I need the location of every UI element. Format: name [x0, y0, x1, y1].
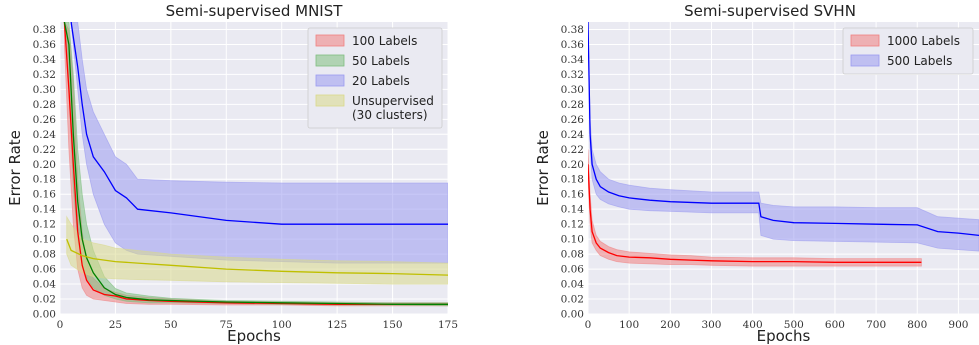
chart-title: Semi-supervised MNIST [166, 2, 344, 20]
legend-label: (30 clusters) [352, 108, 428, 122]
y-tick-label: 0.08 [33, 249, 56, 261]
y-tick-label: 0.18 [561, 174, 584, 186]
x-tick-label: 300 [701, 319, 721, 331]
legend-label: 500 Labels [887, 54, 952, 68]
y-tick-label: 0.20 [561, 159, 584, 171]
legend-swatch [315, 74, 345, 87]
y-tick-label: 0.26 [33, 114, 57, 126]
y-tick-label: 0.30 [33, 84, 56, 96]
y-tick-label: 0.28 [33, 99, 56, 111]
legend-label: 1000 Labels [887, 34, 960, 48]
legend: 100 Labels 50 Labels 20 Labels Unsupervised… [307, 27, 443, 129]
legend-swatch [850, 34, 880, 47]
series-line [588, 164, 922, 263]
y-tick-label: 0.34 [561, 54, 585, 66]
plot-area [63, 22, 448, 307]
series-band [70, 22, 448, 264]
legend-label: Unsupervised [352, 94, 434, 108]
legend-label: 20 Labels [352, 74, 410, 88]
legend-swatch [315, 34, 345, 47]
y-tick-label: 0.02 [561, 294, 584, 306]
y-tick-label: 0.34 [33, 54, 57, 66]
x-tick-label: 25 [109, 319, 122, 331]
chart-panel-1: 0 25 50 75 100 125 150 175 0.00 0.02 0.04 0.06 0.08 0… [6, 2, 458, 345]
x-axis-label: Epochs [757, 327, 811, 345]
series-band [588, 149, 922, 267]
y-tick-label: 0.06 [561, 264, 585, 276]
y-tick-label: 0.12 [33, 219, 56, 231]
x-tick-label: 50 [164, 319, 177, 331]
x-tick-label: 500 [784, 319, 804, 331]
legend-label: 100 Labels [352, 34, 417, 48]
x-axis-label: Epochs [227, 327, 281, 345]
y-tick-label: 0.32 [561, 69, 584, 81]
y-tick-label: 0.32 [33, 69, 56, 81]
chart-title: Semi-supervised SVHN [684, 2, 856, 20]
y-tick-label: 0.22 [33, 144, 56, 156]
y-tick-label: 0.14 [561, 204, 585, 216]
series-line [66, 238, 448, 276]
y-tick-label: 0.00 [561, 309, 584, 321]
y-tick-label: 0.10 [561, 234, 584, 246]
y-tick-label: 0.12 [561, 219, 584, 231]
x-tick-label: 100 [272, 319, 292, 331]
x-tick-label: 0 [57, 319, 64, 331]
y-tick-label: 0.38 [33, 24, 56, 36]
y-tick-label: 0.02 [33, 294, 56, 306]
y-tick-label: 0.14 [33, 204, 57, 216]
x-tick-label: 150 [383, 319, 403, 331]
y-tick-label: 0.10 [33, 234, 56, 246]
x-tick-label: 0 [585, 319, 592, 331]
x-tick-label: 125 [327, 319, 347, 331]
y-tick-label: 0.16 [33, 189, 57, 201]
y-tick-label: 0.06 [33, 264, 57, 276]
y-tick-label: 0.24 [561, 129, 585, 141]
series-line [70, 22, 448, 225]
y-tick-label: 0.04 [33, 279, 57, 291]
y-axis-label: Error Rate [6, 130, 24, 206]
y-tick-label: 0.24 [33, 129, 57, 141]
y-tick-label: 0.08 [561, 249, 584, 261]
plot-area [588, 22, 979, 267]
legend-label: 50 Labels [352, 54, 410, 68]
y-tick-label: 0.22 [561, 144, 584, 156]
y-tick-label: 0.38 [561, 24, 584, 36]
y-tick-label: 0.04 [561, 279, 585, 291]
series-line [588, 22, 979, 237]
x-tick-label: 100 [619, 319, 639, 331]
y-tick-label: 0.00 [33, 309, 56, 321]
y-tick-label: 0.28 [561, 99, 584, 111]
y-tick-label: 0.30 [561, 84, 584, 96]
y-tick-label: 0.36 [33, 39, 57, 51]
x-tick-label: 200 [660, 319, 680, 331]
y-tick-label: 0.20 [33, 159, 56, 171]
series-line [63, 22, 448, 305]
y-tick-label: 0.36 [561, 39, 585, 51]
x-tick-label: 700 [866, 319, 886, 331]
x-tick-label: 800 [907, 319, 927, 331]
legend-swatch [315, 54, 345, 67]
x-tick-label: 175 [438, 319, 458, 331]
legend: 1000 Labels 500 Labels [842, 27, 974, 75]
y-tick-label: 0.18 [33, 174, 56, 186]
y-axis-label: Error Rate [534, 130, 552, 206]
chart-panel-2: 0 100 200 300 400 500 600 700 800 900 0.00 0.02 0.04… [534, 2, 979, 345]
x-tick-label: 600 [825, 319, 845, 331]
legend-swatch [315, 94, 345, 107]
series-line [63, 22, 448, 305]
x-tick-label: 75 [220, 319, 233, 331]
y-tick-label: 0.26 [561, 114, 585, 126]
x-tick-label: 400 [743, 319, 763, 331]
series-band [588, 22, 979, 252]
y-tick-label: 0.16 [561, 189, 585, 201]
legend-swatch [850, 54, 880, 67]
x-tick-label: 900 [948, 319, 968, 331]
